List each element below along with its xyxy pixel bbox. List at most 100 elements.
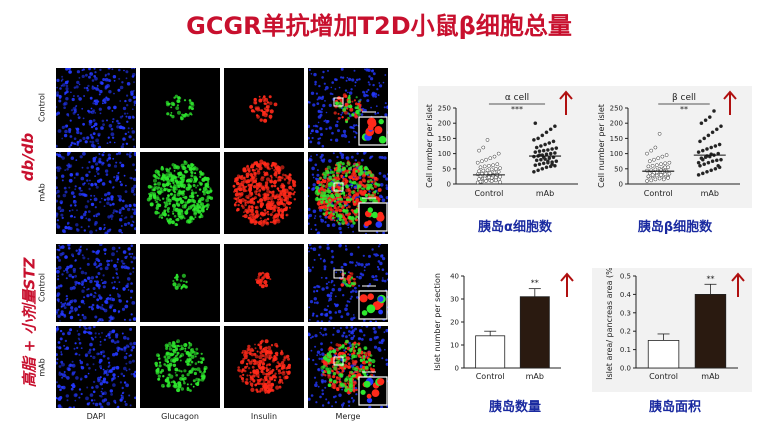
data-point xyxy=(653,167,658,172)
data-point xyxy=(541,161,546,166)
data-point xyxy=(700,148,705,153)
data-point xyxy=(484,157,488,162)
data-point xyxy=(496,151,501,156)
data-point xyxy=(532,138,536,142)
data-point xyxy=(533,163,538,168)
dapi-stain xyxy=(54,242,137,324)
data-point xyxy=(485,168,490,173)
data-point xyxy=(696,150,701,154)
data-point xyxy=(717,142,722,147)
data-point xyxy=(532,154,536,159)
y-tick-label: 150 xyxy=(610,135,623,143)
bar xyxy=(694,293,727,369)
data-point xyxy=(716,163,721,168)
data-point xyxy=(489,167,494,172)
data-point xyxy=(645,151,649,156)
data-point xyxy=(540,133,545,138)
dapi-stain xyxy=(54,66,138,149)
dapi-stain xyxy=(55,324,137,410)
bar xyxy=(647,340,680,369)
data-point xyxy=(712,109,716,113)
glucagon-stain xyxy=(146,160,214,227)
data-point xyxy=(553,151,557,155)
dapi-stain xyxy=(54,150,138,235)
data-point xyxy=(657,176,662,181)
data-point xyxy=(713,144,718,148)
data-point xyxy=(654,173,659,178)
glucagon-stain xyxy=(154,339,208,393)
data-point xyxy=(657,131,662,136)
chart-alpha-cell: 0 50 100 150 200 250 Cell number per islet Cont… xyxy=(418,86,590,208)
panel-hfd-control-glucagon xyxy=(140,244,220,322)
data-point xyxy=(477,169,481,174)
data-point xyxy=(491,163,495,168)
data-point xyxy=(485,138,490,142)
data-point xyxy=(494,178,498,183)
data-point xyxy=(533,150,538,154)
data-point xyxy=(659,162,663,167)
data-point xyxy=(719,157,723,162)
data-point xyxy=(537,149,542,154)
data-point xyxy=(650,173,655,177)
page-title: GCGR单抗增加T2D小鼠β细胞总量 xyxy=(186,12,572,40)
data-point xyxy=(494,166,498,171)
x-tick-label: Control xyxy=(644,189,673,198)
data-point xyxy=(480,159,484,164)
data-point xyxy=(492,154,497,159)
y-tick-label: 0 xyxy=(455,365,459,373)
data-point xyxy=(646,174,651,179)
data-point xyxy=(533,121,538,126)
data-point xyxy=(664,153,669,157)
y-tick-label: 30 xyxy=(450,296,459,304)
islet-area-bar: 0.0 0.1 0.2 0.3 0.4 0.5 Islet area/ pancreas a… xyxy=(605,264,738,381)
panel-hfd-control-merge xyxy=(307,242,390,323)
data-point xyxy=(645,179,649,183)
data-point xyxy=(700,157,705,162)
y-tick-label: 0.1 xyxy=(620,346,631,354)
panel-hfd-control-dapi xyxy=(54,242,137,324)
data-point xyxy=(544,165,549,170)
y-axis-label: Cell number per islet xyxy=(597,104,606,188)
data-point xyxy=(487,175,491,180)
data-point xyxy=(475,160,480,165)
up-arrow-icon xyxy=(731,272,745,297)
data-point xyxy=(553,163,557,168)
data-point xyxy=(703,118,708,123)
y-axis-label: Islet area/ pancreas area (%) xyxy=(605,268,614,380)
insulin-stain xyxy=(232,159,297,227)
data-point xyxy=(650,163,655,168)
data-point xyxy=(550,162,554,167)
data-point xyxy=(534,158,539,163)
data-point xyxy=(478,165,483,170)
x-tick-label: Control xyxy=(474,189,503,198)
data-point xyxy=(544,130,549,135)
insulin-stain xyxy=(255,271,272,289)
data-point xyxy=(481,168,486,173)
data-point xyxy=(498,166,502,171)
y-tick-label: 0.5 xyxy=(620,273,631,281)
data-point xyxy=(537,162,542,167)
panel-dbdb-mab-glucagon xyxy=(140,152,220,234)
insulin-stain xyxy=(249,95,278,123)
data-point xyxy=(710,159,715,164)
data-point xyxy=(536,168,540,173)
caption-beta-cell: 胰岛β细胞数 xyxy=(637,220,713,235)
panel-dbdb-mab-dapi xyxy=(54,150,138,235)
panel-dbdb-mab-merge xyxy=(306,150,390,235)
x-tick-label: Control xyxy=(476,372,505,381)
merge-stain xyxy=(307,242,390,323)
bar xyxy=(519,296,550,369)
data-point xyxy=(541,148,546,153)
data-point xyxy=(544,152,549,157)
y-tick-label: 250 xyxy=(610,105,623,113)
data-point xyxy=(550,147,554,151)
y-tick-label: 150 xyxy=(438,135,451,143)
data-point xyxy=(553,124,557,129)
data-point xyxy=(496,169,501,174)
panel-dbdb-control-merge xyxy=(306,67,390,148)
chart-beta-cell: 0 50 100 150 200 250 Cell number per islet Cont… xyxy=(590,86,752,208)
panel-hfd-mab-dapi xyxy=(55,324,137,410)
data-point xyxy=(646,164,651,169)
panel-dbdb-control-dapi xyxy=(54,66,138,149)
panel-hfd-mab-insulin xyxy=(224,326,304,408)
